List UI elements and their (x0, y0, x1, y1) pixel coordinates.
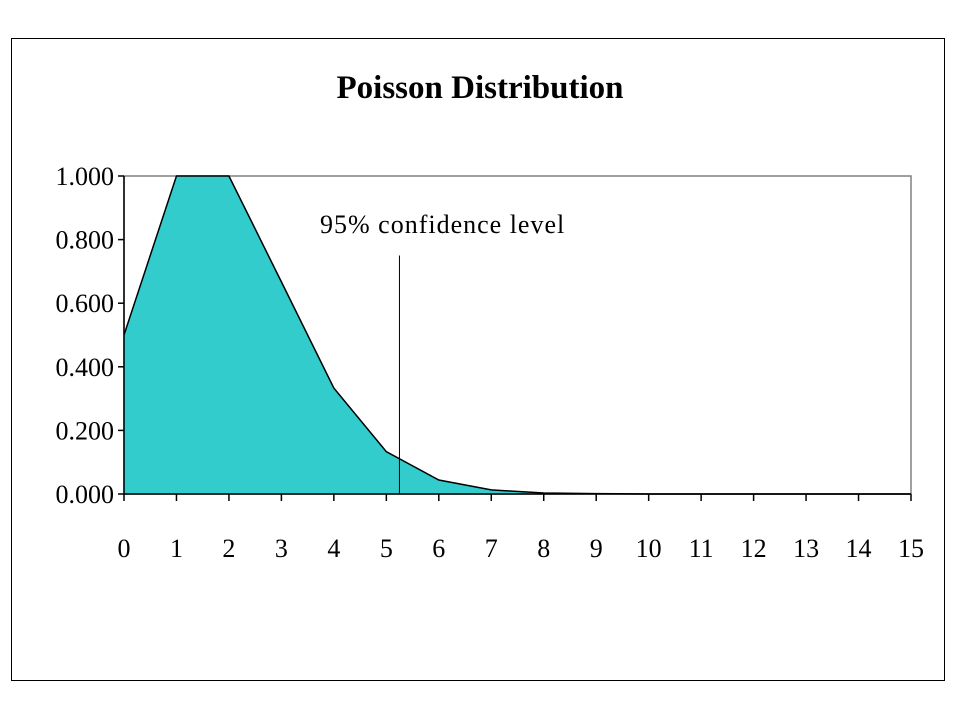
x-tick-label: 12 (741, 534, 767, 563)
annotation-layer: 95% confidence level (320, 210, 565, 494)
x-tick-label: 0 (118, 534, 131, 563)
x-tick-label: 15 (898, 534, 924, 563)
y-tick-label: 0.000 (56, 480, 115, 509)
y-tick-label: 0.200 (56, 416, 115, 445)
y-tick-label: 0.600 (56, 289, 115, 318)
x-tick-label: 8 (537, 534, 550, 563)
x-tick-label: 3 (275, 534, 288, 563)
y-tick-label: 0.800 (56, 226, 115, 255)
x-tick-label: 9 (590, 534, 603, 563)
x-tick-label: 4 (327, 534, 340, 563)
x-tick-label: 13 (793, 534, 819, 563)
y-tick-label: 1.000 (56, 162, 115, 191)
chart-title: Poisson Distribution (337, 70, 624, 106)
x-tick-label: 11 (689, 534, 714, 563)
x-tick-label: 1 (170, 534, 183, 563)
y-tick-label: 0.400 (56, 353, 115, 382)
x-tick-label: 6 (432, 534, 445, 563)
x-tick-label: 14 (846, 534, 872, 563)
x-tick-label: 5 (380, 534, 393, 563)
x-tick-label: 2 (222, 534, 235, 563)
area-fill (124, 176, 911, 494)
x-tick-label: 7 (485, 534, 498, 563)
confidence-label: 95% confidence level (320, 210, 565, 239)
x-tick-label: 10 (636, 534, 662, 563)
